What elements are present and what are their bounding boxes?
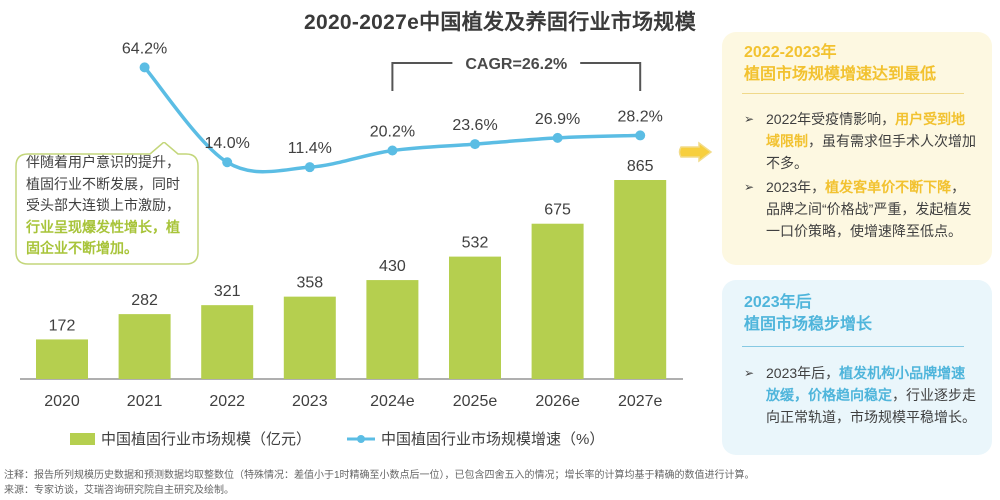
growth-point <box>470 139 480 150</box>
legend-line-swatch <box>347 434 375 443</box>
chart-legend: 中国植固行业市场规模（亿元） 中国植固行业市场规模增速（%） <box>0 428 700 452</box>
growth-value-label: 20.2% <box>370 124 415 141</box>
bullet-highlight: 植发客单价不断下降 <box>825 179 952 195</box>
bar <box>118 314 171 379</box>
bar-value-label: 532 <box>462 235 489 252</box>
growth-point <box>552 132 563 143</box>
right-arrow-icon <box>678 141 713 163</box>
bullet-arrow-icon: ➢ <box>744 180 755 194</box>
bar-value-label: 321 <box>214 283 241 300</box>
growth-point <box>635 130 646 141</box>
panel-bullet: ➢ 2022年受疫情影响，用户受到地域限制，虽有需求但手术人次增加不多。 <box>744 108 979 174</box>
x-tick-label: 2022 <box>209 393 245 410</box>
growth-point <box>387 145 398 156</box>
bullet-text: ，行业逐步走向正常轨道，市场规模平稳增长。 <box>766 387 976 425</box>
bullet-highlight: 用户受到地域限制 <box>766 111 966 149</box>
callout-highlight-line: 行业呈现爆发性增长，植 <box>26 218 180 235</box>
legend-label: 中国植固行业市场规模增速（%） <box>381 431 605 448</box>
callout-line: 受头部大连锁上市激励， <box>26 197 180 213</box>
callout-line: 伴随着用户意识的提升， <box>26 154 180 170</box>
callout-bubble <box>15 142 199 265</box>
bullet-arrow-icon: ➢ <box>744 112 755 126</box>
x-tick-label: 2027e <box>618 393 663 410</box>
bar <box>531 223 584 379</box>
legend-bar-swatch <box>70 432 95 445</box>
bar <box>283 296 336 379</box>
panel-divider <box>742 346 964 347</box>
callout-line: 植固行业不断发展，同时 <box>26 175 180 192</box>
bar <box>366 280 419 379</box>
bullet-text: ，虽有需求但手术人次增加不多。 <box>766 133 976 171</box>
growth-point <box>139 62 150 73</box>
panel-heading-line: 2023年后 <box>744 294 812 311</box>
bar-value-label: 675 <box>544 202 571 219</box>
x-tick-label: 2026e <box>535 393 580 410</box>
panel-heading: 2023年后 植固市场稳步增长 <box>744 292 872 336</box>
bar-value-label: 172 <box>49 317 76 334</box>
bar-value-label: 865 <box>627 158 654 175</box>
growth-value-label: 14.0% <box>205 135 250 152</box>
bullet-highlight: 植发机构小品牌增速放缓，价格趋向稳定 <box>766 365 966 403</box>
bar <box>449 256 501 379</box>
legend-item-line: 中国植固行业市场规模增速（%） <box>346 428 604 449</box>
x-tick-label: 2021 <box>127 393 163 410</box>
bullet-arrow-icon: ➢ <box>744 366 755 380</box>
insight-panel-post-2023: 2023年后 植固市场稳步增长 ➢ 2023年后，植发机构小品牌增速放缓，价格趋… <box>722 280 992 455</box>
growth-value-label: 26.9% <box>535 111 580 128</box>
bar-value-label: 430 <box>379 258 406 275</box>
insight-callout: 伴随着用户意识的提升， 植固行业不断发展，同时 受头部大连锁上市激励， 行业呈现… <box>14 142 199 265</box>
bar <box>614 180 667 379</box>
panel-heading-line: 植固市场规模增速达到最低 <box>744 66 937 83</box>
chart-title: 2020-2027e中国植发及养固行业市场规模 <box>303 11 696 34</box>
footnote-note: 注释：报告所列规模历史数据和预测数据均取整数位（特殊情况：差值小于1时精确至小数… <box>4 470 755 481</box>
bar-value-label: 282 <box>131 292 158 309</box>
x-tick-label: 2025e <box>453 393 498 410</box>
bullet-text: ，品牌之间“价格战”严重，发起植发一口价策略，使增速降至低点。 <box>766 179 972 239</box>
growth-value-label: 64.2% <box>122 40 167 57</box>
panel-divider <box>742 93 964 94</box>
panel-bullet: ➢ 2023年，植发客单价不断下降，品牌之间“价格战”严重，发起植发一口价策略，… <box>744 176 979 242</box>
bar <box>36 339 88 379</box>
callout-text: 伴随着用户意识的提升， 植固行业不断发展，同时 受头部大连锁上市激励， 行业呈现… <box>26 152 191 260</box>
cagr-bracket-right <box>580 62 642 91</box>
bullet-text: 2023年后， <box>766 365 840 381</box>
footnote-source: 来源：专家访谈，艾瑞咨询研究院自主研究及绘制。 <box>4 485 234 496</box>
legend-item-bar: 中国植固行业市场规模（亿元） <box>70 428 311 449</box>
panel-bullet: ➢ 2023年后，植发机构小品牌增速放缓，价格趋向稳定，行业逐步走向正常轨道，市… <box>744 362 979 428</box>
cagr-bracket-left <box>391 62 453 91</box>
bar <box>201 305 254 379</box>
growth-value-label: 23.6% <box>452 117 497 134</box>
cagr-label: CAGR=26.2% <box>465 56 567 73</box>
insight-panel-2022-2023: 2022-2023年 植固市场规模增速达到最低 ➢ 2022年受疫情影响，用户受… <box>722 32 992 265</box>
bar-value-label: 358 <box>296 275 323 292</box>
panel-heading-line: 植固市场稳步增长 <box>744 316 873 333</box>
x-tick-label: 2024e <box>370 393 415 410</box>
legend-label: 中国植固行业市场规模（亿元） <box>101 431 312 448</box>
x-tick-label: 2023 <box>292 393 328 410</box>
callout-highlight-line: 固企业不断增加。 <box>26 240 138 256</box>
bullet-text: 2022年受疫情影响， <box>766 111 896 127</box>
panel-heading: 2022-2023年 植固市场规模增速达到最低 <box>744 42 936 86</box>
growth-value-label: 11.4% <box>288 140 332 157</box>
growth-value-label: 28.2% <box>618 108 663 125</box>
panel-heading-line: 2022-2023年 <box>744 44 837 61</box>
growth-point <box>222 157 233 168</box>
growth-point <box>304 162 315 173</box>
x-tick-label: 2020 <box>44 393 80 410</box>
bullet-text: 2023年， <box>766 179 826 195</box>
footnotes: 注释：报告所列规模历史数据和预测数据均取整数位（特殊情况：差值小于1时精确至小数… <box>4 468 755 498</box>
